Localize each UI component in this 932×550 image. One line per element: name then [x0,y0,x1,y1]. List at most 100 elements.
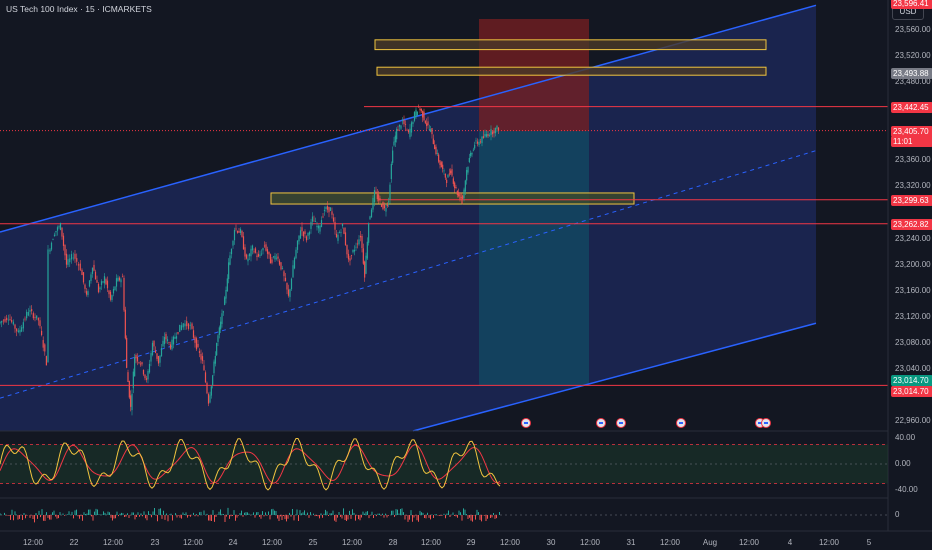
candle-body [301,227,303,232]
candle-body [366,241,368,259]
candle-body [468,157,470,163]
candle-body [233,230,236,241]
zone-rectangle-2[interactable] [376,66,767,76]
candle-body [277,256,279,259]
candle-body [207,393,210,404]
economic-event-flag-icon[interactable] [521,418,531,428]
oscillator-axis-label: -40.00 [895,485,918,494]
candle-body [409,128,411,138]
zone-rectangle-3[interactable] [270,192,635,205]
candle-body [244,247,246,257]
candle-body [328,206,330,213]
candle-body [241,231,243,237]
candle-body [452,178,454,184]
candle-body [464,180,466,192]
candle-body [212,375,214,386]
candle-body [338,232,341,234]
candle-body [87,291,89,296]
candle-body [150,353,152,362]
candle-body [4,318,6,322]
candle-body [204,372,207,383]
candle-body [296,240,299,250]
candle-body [346,244,348,255]
candle-body [460,197,462,199]
candle-body [428,129,430,130]
candle-body [153,340,155,347]
candle-body [136,356,139,362]
candle-body [323,210,326,212]
candle-body [49,249,51,252]
candle-body [422,110,424,118]
candle-body [148,363,151,373]
channel-mid-line[interactable] [0,150,817,399]
candle-body [179,324,181,332]
candle-body [269,254,272,264]
candle-body [257,253,260,257]
candle-body [14,324,16,329]
price-axis-label: 23,080.00 [895,337,931,347]
candle-body [61,227,63,237]
candle-body [236,230,239,233]
candle-body [347,253,350,260]
candle-body [311,216,314,222]
candle-body [224,297,226,305]
candle-body [456,190,458,195]
candle-body [99,287,101,290]
candle-body [314,221,317,222]
candle-body [124,309,126,339]
candle-body [254,248,257,253]
candle-body [221,313,223,324]
candle-body [331,211,333,215]
candle-body [427,121,429,126]
time-axis-label: 29 [466,538,476,547]
economic-event-flag-icon[interactable] [596,418,606,428]
zone-rectangle-1[interactable] [374,39,767,51]
price-axis-label: 23,040.00 [895,363,931,373]
candle-body [69,258,71,263]
economic-event-flag-icon[interactable] [676,418,686,428]
candle-body [401,120,404,122]
candle-body [62,235,65,246]
candle-body [418,106,420,108]
candle-body [37,317,39,321]
candle-body [115,278,118,287]
candle-body [65,253,68,265]
candle-body [218,327,220,335]
candle-body [434,144,436,150]
candle-body [272,256,275,258]
candle-body [53,234,56,237]
candle-body [446,179,448,183]
economic-event-flag-icon[interactable] [761,418,771,428]
candle-body [265,244,267,251]
candle-body [67,259,69,265]
candle-body [123,277,125,311]
time-axis-label: 23 [150,538,160,547]
symbol-title[interactable]: US Tech 100 Index · 15 · ICMARKETS [6,4,152,14]
candle-body [239,229,242,234]
time-axis-label: 12:00 [182,538,204,547]
candle-body [334,221,336,230]
price-axis-label: 22,960.00 [895,416,931,425]
candle-body [126,337,128,368]
candle-body [74,253,76,259]
candle-body [217,335,219,342]
price-axis-label: 23,240.00 [895,233,931,243]
time-axis-label: 24 [228,538,238,547]
channel-lower-line[interactable] [412,322,817,432]
candle-body [128,381,130,398]
candle-body [26,311,28,319]
candle-body [198,351,201,353]
economic-event-flag-icon[interactable] [616,418,626,428]
candle-body [332,217,335,222]
price-tag: 23,014.70 [891,375,932,387]
time-axis-label: 4 [787,538,793,547]
candle-body [142,369,145,375]
candle-body [443,170,445,172]
take-profit-zone[interactable] [479,131,589,386]
candle-body [70,254,73,260]
candle-body [117,277,119,282]
candle-body [322,216,324,218]
candle-body [397,129,399,131]
